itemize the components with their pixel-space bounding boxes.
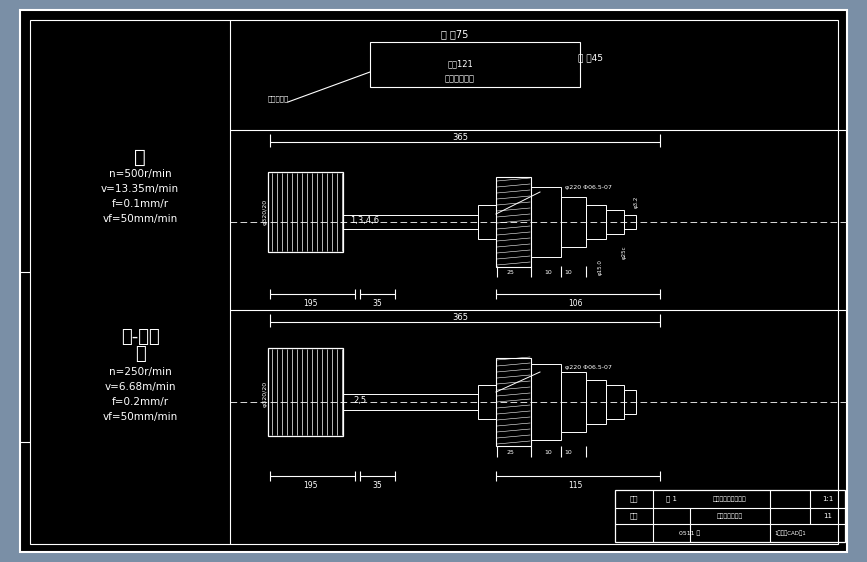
- Text: 35: 35: [372, 482, 381, 491]
- Text: 365: 365: [452, 314, 468, 323]
- Text: f=0.2mm/r: f=0.2mm/r: [112, 397, 168, 407]
- Bar: [531, 187, 561, 257]
- Bar: [478, 385, 496, 419]
- Bar: [370, 42, 580, 87]
- Bar: [561, 197, 586, 247]
- Text: 1:1: 1:1: [822, 496, 834, 502]
- Text: 比例: 比例: [629, 513, 638, 519]
- Bar: [268, 348, 343, 436]
- Bar: [615, 490, 845, 542]
- Text: 10: 10: [564, 270, 572, 274]
- Text: 钓: 钓: [134, 147, 146, 166]
- Text: 快复121: 快复121: [447, 60, 473, 69]
- Text: 汽车变速器上盖钓孔: 汽车变速器上盖钓孔: [714, 496, 746, 502]
- Text: n=250r/min: n=250r/min: [108, 367, 172, 377]
- Bar: [561, 372, 586, 432]
- Text: 钓-铰复: 钓-铰复: [121, 328, 160, 346]
- Bar: [343, 215, 478, 229]
- Text: 106: 106: [568, 300, 583, 309]
- Bar: [343, 394, 478, 410]
- Text: φ3.2: φ3.2: [634, 196, 638, 208]
- Text: 10: 10: [564, 450, 572, 455]
- Text: 10: 10: [544, 270, 552, 274]
- Text: vf=50mm/min: vf=50mm/min: [102, 412, 178, 422]
- Text: φ220 Φ06.5-07: φ220 Φ06.5-07: [565, 365, 612, 370]
- Text: 第 1: 第 1: [666, 496, 676, 502]
- Bar: [496, 177, 531, 267]
- Text: f=0.1mm/r: f=0.1mm/r: [112, 199, 168, 209]
- Text: 1号图纸CAD图1: 1号图纸CAD图1: [774, 530, 805, 536]
- Text: φ320/20: φ320/20: [263, 381, 268, 407]
- Bar: [531, 364, 561, 440]
- Bar: [478, 205, 496, 239]
- Text: 25: 25: [506, 450, 514, 455]
- Text: 头 逓75: 头 逓75: [441, 29, 469, 39]
- Bar: [496, 358, 531, 446]
- Text: 115: 115: [568, 482, 582, 491]
- Bar: [586, 380, 606, 424]
- Text: 工作台滑板: 工作台滑板: [267, 96, 289, 102]
- Text: 2,5: 2,5: [354, 396, 367, 405]
- Text: φ15.0: φ15.0: [597, 259, 603, 275]
- Text: 195: 195: [303, 300, 317, 309]
- Text: v=13.35m/min: v=13.35m/min: [101, 184, 179, 194]
- Text: 左头工台滑板: 左头工台滑板: [445, 75, 475, 84]
- Text: 合: 合: [134, 345, 146, 363]
- Bar: [606, 210, 624, 234]
- Text: v=6.68m/min: v=6.68m/min: [104, 382, 176, 392]
- Text: 图题: 图题: [629, 496, 638, 502]
- Text: 0511 号: 0511 号: [680, 530, 701, 536]
- Text: 1,3,4,6: 1,3,4,6: [350, 215, 380, 224]
- Bar: [624, 390, 636, 414]
- Text: 组合机床设计图: 组合机床设计图: [717, 513, 743, 519]
- Text: n=500r/min: n=500r/min: [108, 169, 172, 179]
- Bar: [268, 172, 343, 252]
- Bar: [606, 385, 624, 419]
- Bar: [586, 205, 606, 239]
- Text: 11: 11: [824, 513, 832, 519]
- Text: φ220 Φ06.5-07: φ220 Φ06.5-07: [565, 185, 612, 191]
- Text: 10: 10: [544, 450, 552, 455]
- Text: 365: 365: [452, 134, 468, 143]
- Text: φ320/20: φ320/20: [263, 199, 268, 225]
- Text: 195: 195: [303, 482, 317, 491]
- Text: 工 进45: 工 进45: [577, 53, 603, 62]
- Bar: [624, 215, 636, 229]
- Text: 25: 25: [506, 270, 514, 274]
- Text: φ25c: φ25c: [622, 245, 627, 259]
- Text: vf=50mm/min: vf=50mm/min: [102, 214, 178, 224]
- Text: 35: 35: [372, 300, 381, 309]
